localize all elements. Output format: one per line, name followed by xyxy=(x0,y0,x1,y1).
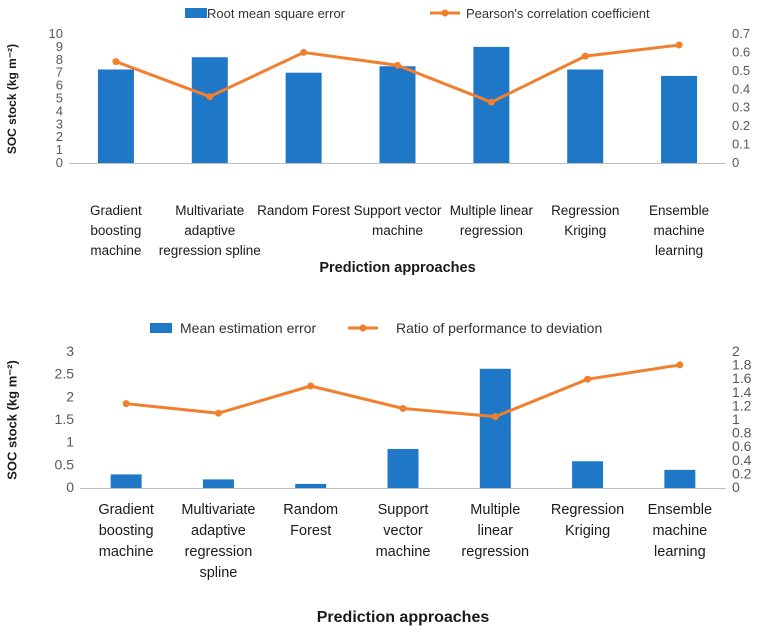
legend-line-marker xyxy=(359,324,367,332)
y2-tick-label: 0.2 xyxy=(732,118,750,133)
bar-6 xyxy=(572,461,604,488)
bar-7 xyxy=(664,469,696,488)
y-tick-label: 10 xyxy=(49,26,63,41)
legend-bar-swatch xyxy=(150,323,172,333)
legend-bar-swatch xyxy=(185,8,207,18)
y-tick-label: 1 xyxy=(66,434,74,450)
y-tick-label: 1.5 xyxy=(55,411,75,427)
y2-tick-label: 0.3 xyxy=(732,100,750,115)
category-label: Multiple linear regression xyxy=(450,203,534,238)
line-point-3 xyxy=(300,48,308,56)
y-tick-label: 0 xyxy=(66,479,74,495)
y-tick-label: 1 xyxy=(56,142,63,157)
y2-tick-label: 0.4 xyxy=(732,81,750,96)
legend-bar-label: Mean estimation error xyxy=(180,320,317,336)
bar-6 xyxy=(567,69,604,163)
y2-tick-label: 0 xyxy=(732,479,740,495)
y-tick-label: 3 xyxy=(66,343,74,359)
line-point-1 xyxy=(122,400,130,408)
y-axis-label: SOC stock (kg m⁻²) xyxy=(5,360,20,480)
bar-1 xyxy=(110,474,142,488)
y-tick-label: 0.5 xyxy=(55,456,75,472)
line-point-4 xyxy=(399,404,407,412)
category-label: Support vector machine xyxy=(354,203,442,238)
y-axis-label: SOC stock (kg m⁻²) xyxy=(5,44,19,154)
y-tick-label: 2 xyxy=(66,388,74,404)
bar-4 xyxy=(379,66,416,163)
category-label: Regression Kriging xyxy=(551,502,624,539)
y-tick-label: 3 xyxy=(56,116,63,131)
y2-tick-label: 1.6 xyxy=(732,370,752,386)
x-axis-label: Prediction approaches xyxy=(317,609,490,626)
bar-7 xyxy=(661,75,698,163)
bar-2 xyxy=(191,57,228,163)
legend-line-label: Ratio of performance to deviation xyxy=(396,320,602,336)
line-point-6 xyxy=(584,375,592,383)
bar-3 xyxy=(285,72,322,163)
category-label: Random Forest xyxy=(257,203,350,218)
category-label: Random Forest xyxy=(283,502,338,539)
category-label: Regression Kriging xyxy=(551,203,619,238)
y2-tick-label: 0.5 xyxy=(732,63,750,78)
bar-3 xyxy=(295,483,327,488)
line-point-6 xyxy=(581,52,589,60)
y-tick-label: 2.5 xyxy=(55,366,75,382)
y-tick-label: 9 xyxy=(56,39,63,54)
legend-line-label: Pearson's correlation coefficient xyxy=(466,6,650,21)
chart-2: Mean estimation error Ratio of performanc… xyxy=(5,320,752,626)
legend-line-marker xyxy=(441,9,449,17)
y2-tick-label: 1 xyxy=(732,411,740,427)
line-point-7 xyxy=(675,41,683,49)
y-tick-label: 5 xyxy=(56,91,63,106)
y2-tick-label: 0.6 xyxy=(732,44,750,59)
line-point-1 xyxy=(112,58,120,66)
y-tick-label: 2 xyxy=(56,129,63,144)
y2-tick-label: 0.7 xyxy=(732,26,750,41)
line-point-2 xyxy=(206,93,214,101)
bar-2 xyxy=(202,479,234,488)
legend-bar-label: Root mean square error xyxy=(207,6,346,21)
y2-tick-label: 1.4 xyxy=(732,384,752,400)
y-tick-label: 8 xyxy=(56,52,63,67)
category-label: Support vector machine xyxy=(376,502,431,560)
category-label: Gradient boosting machine xyxy=(98,502,154,560)
bar-5 xyxy=(479,368,511,488)
y-tick-label: 7 xyxy=(56,65,63,80)
y2-tick-label: 0.8 xyxy=(732,425,752,441)
line-point-5 xyxy=(491,413,499,421)
x-axis-label: Prediction approaches xyxy=(319,260,475,276)
line-point-7 xyxy=(676,361,684,369)
bar-1 xyxy=(97,69,134,163)
y2-tick-label: 1.8 xyxy=(732,357,752,373)
y2-tick-label: 0.6 xyxy=(732,438,752,454)
y2-tick-label: 0.2 xyxy=(732,465,752,481)
category-label: Multivariate adaptive regression spline xyxy=(181,502,255,581)
y2-tick-label: 2 xyxy=(732,343,740,359)
line-point-2 xyxy=(214,409,222,417)
line-point-4 xyxy=(394,61,401,69)
y-tick-label: 6 xyxy=(56,78,63,93)
y-tick-label: 4 xyxy=(56,103,63,118)
y2-tick-label: 0.1 xyxy=(732,137,750,152)
category-label: Ensemble machine learning xyxy=(649,203,709,258)
chart-1: Root mean square error Pearson's correlat… xyxy=(5,6,750,276)
category-label: Multiple linear regression xyxy=(461,502,529,560)
line-point-3 xyxy=(307,382,315,390)
line-point-5 xyxy=(487,98,495,106)
category-label: Gradient boosting machine xyxy=(90,203,142,258)
category-label: Multivariate adaptive regression spline xyxy=(159,203,261,258)
y-tick-label: 0 xyxy=(56,155,63,170)
category-label: Ensemble machine learning xyxy=(648,502,712,560)
y2-tick-label: 1.2 xyxy=(732,397,752,413)
y2-tick-label: 0 xyxy=(732,155,739,170)
bar-4 xyxy=(387,449,419,488)
y2-tick-label: 0.4 xyxy=(732,452,752,468)
